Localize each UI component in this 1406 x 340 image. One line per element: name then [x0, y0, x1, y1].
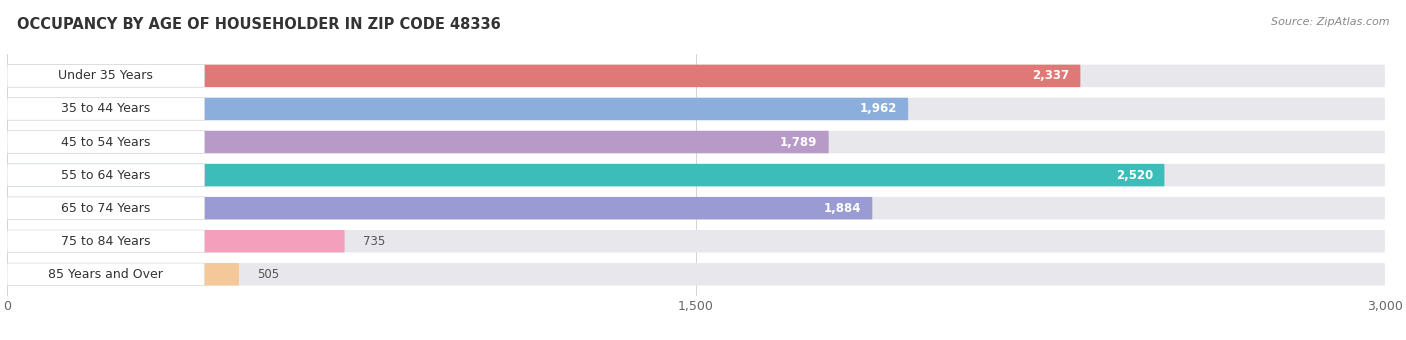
FancyBboxPatch shape [7, 164, 1164, 186]
FancyBboxPatch shape [7, 98, 1385, 120]
FancyBboxPatch shape [7, 197, 204, 219]
Text: 1,884: 1,884 [824, 202, 860, 215]
FancyBboxPatch shape [7, 131, 1385, 153]
FancyBboxPatch shape [7, 65, 1385, 87]
Text: 85 Years and Over: 85 Years and Over [48, 268, 163, 281]
FancyBboxPatch shape [7, 263, 1385, 286]
FancyBboxPatch shape [7, 197, 872, 219]
Text: 65 to 74 Years: 65 to 74 Years [60, 202, 150, 215]
FancyBboxPatch shape [7, 131, 828, 153]
FancyBboxPatch shape [7, 98, 908, 120]
Text: 1,789: 1,789 [780, 136, 817, 149]
FancyBboxPatch shape [7, 263, 204, 286]
FancyBboxPatch shape [7, 230, 204, 253]
Text: 45 to 54 Years: 45 to 54 Years [60, 136, 150, 149]
FancyBboxPatch shape [7, 65, 204, 87]
FancyBboxPatch shape [7, 230, 1385, 253]
FancyBboxPatch shape [7, 197, 1385, 219]
FancyBboxPatch shape [7, 98, 204, 120]
Text: 75 to 84 Years: 75 to 84 Years [60, 235, 150, 248]
Text: Under 35 Years: Under 35 Years [58, 69, 153, 82]
Text: 505: 505 [257, 268, 280, 281]
Text: 2,520: 2,520 [1116, 169, 1153, 182]
Text: Source: ZipAtlas.com: Source: ZipAtlas.com [1271, 17, 1389, 27]
Text: 35 to 44 Years: 35 to 44 Years [60, 102, 150, 116]
FancyBboxPatch shape [7, 164, 204, 186]
FancyBboxPatch shape [7, 263, 239, 286]
Text: OCCUPANCY BY AGE OF HOUSEHOLDER IN ZIP CODE 48336: OCCUPANCY BY AGE OF HOUSEHOLDER IN ZIP C… [17, 17, 501, 32]
FancyBboxPatch shape [7, 131, 204, 153]
Text: 2,337: 2,337 [1032, 69, 1069, 82]
FancyBboxPatch shape [7, 230, 344, 253]
FancyBboxPatch shape [7, 164, 1385, 186]
Text: 1,962: 1,962 [859, 102, 897, 116]
FancyBboxPatch shape [7, 65, 1080, 87]
Text: 55 to 64 Years: 55 to 64 Years [60, 169, 150, 182]
Text: 735: 735 [363, 235, 385, 248]
